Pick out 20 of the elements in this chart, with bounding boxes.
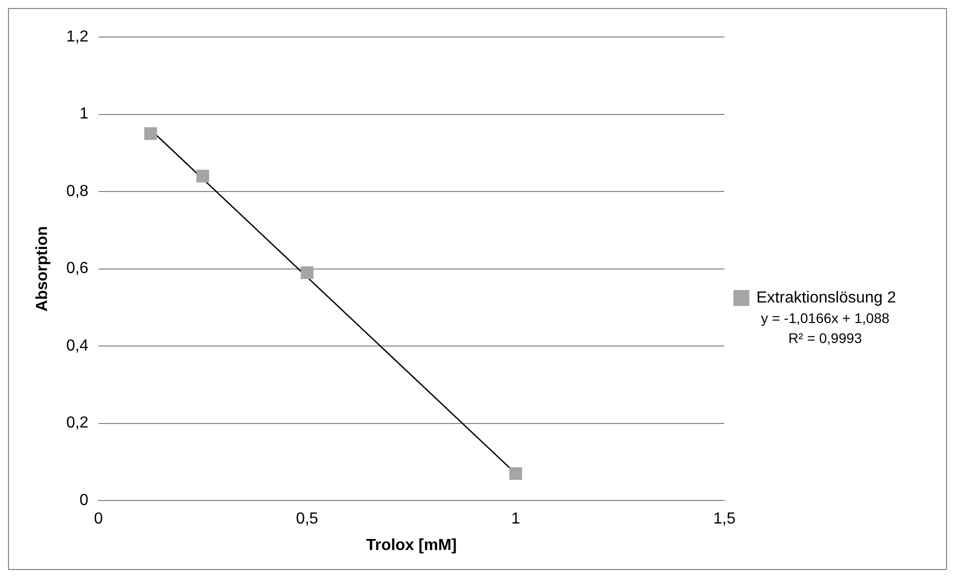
x-tick-label: 1,5	[713, 510, 736, 528]
x-tick-label: 0,5	[296, 510, 318, 528]
x-tick-label: 1	[511, 510, 520, 528]
y-tick-label: 0,2	[66, 414, 89, 432]
point	[144, 127, 157, 140]
x-tick-label: 0	[94, 510, 103, 528]
y-tick-label: 0	[80, 492, 89, 510]
point	[196, 170, 210, 182]
point	[509, 467, 522, 480]
y-tick-label: 0,4	[66, 337, 89, 354]
x-axis-title: Trolox [mM]	[366, 536, 457, 554]
y-tick-label: 1	[80, 106, 89, 123]
point	[300, 266, 314, 280]
text: y = -1,0166x + 1,088	[760, 310, 890, 326]
text: R² = 0,9993	[788, 330, 862, 346]
y-tick-label: 1,2	[66, 28, 89, 46]
y-axis-title: Absorption	[34, 226, 52, 312]
y-tick-label: 0,8	[66, 182, 89, 200]
y-tick-label: 0,6	[66, 260, 89, 278]
legend-label: Extraktionslösung 2	[756, 289, 896, 306]
